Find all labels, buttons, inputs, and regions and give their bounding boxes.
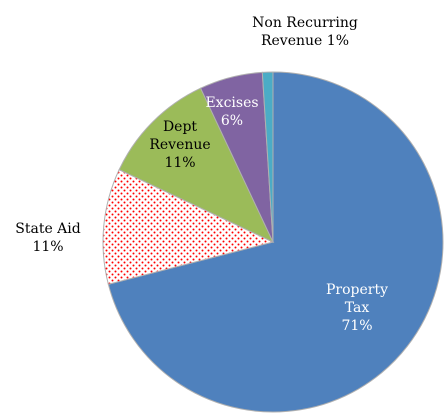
- pie-slice: [107, 71, 444, 413]
- slice-label: Excises 6%: [197, 94, 267, 130]
- value-label: 1%: [326, 33, 349, 49]
- pie-slice: [102, 168, 275, 285]
- slice-label: Non Recurring Revenue 1%: [235, 14, 375, 50]
- value-label: 11%: [164, 155, 196, 171]
- category-name: Non Recurring Revenue: [252, 15, 358, 49]
- category-name: Dept Revenue: [149, 119, 211, 153]
- value-label: 6%: [220, 113, 244, 129]
- category-name: Excises: [205, 95, 259, 111]
- slice-label: Property Tax 71%: [322, 281, 392, 335]
- pie-slice: [118, 87, 275, 244]
- value-label: 71%: [341, 318, 373, 334]
- value-label: 11%: [32, 239, 64, 255]
- category-name: State Aid: [15, 221, 81, 237]
- slice-label: State Aid 11%: [3, 220, 93, 256]
- slice-label: Dept Revenue 11%: [145, 118, 215, 172]
- pie-slice: [261, 71, 274, 243]
- category-name: Property Tax: [325, 282, 388, 316]
